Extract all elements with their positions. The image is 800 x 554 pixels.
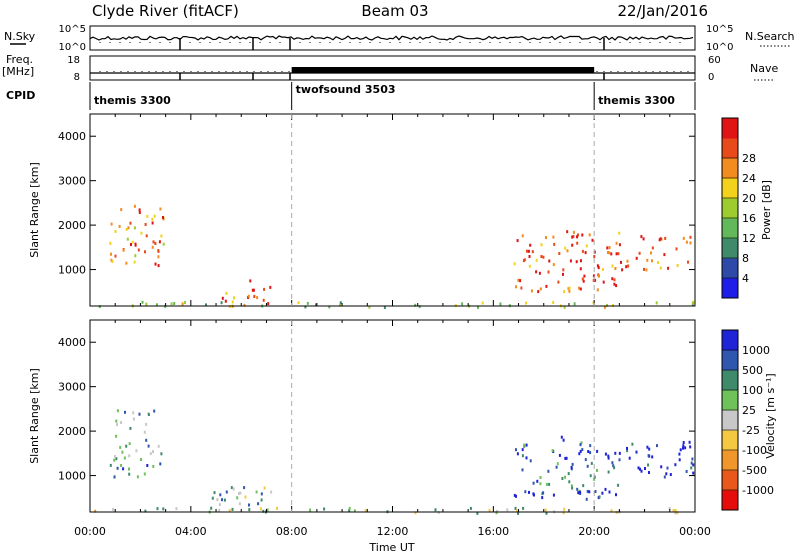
power-colorbar: 4 8 12 16 20 24 28	[721, 117, 756, 299]
nave-tick-bottom: 0	[708, 72, 714, 83]
freq-label: Freq.	[6, 53, 33, 66]
colorbar-tick-label: 20	[742, 192, 756, 205]
colorbar-tick-label: 1000	[742, 344, 770, 357]
velocity-ylabel: Slant Range [km]	[28, 368, 41, 464]
nsky-label: N.Sky	[4, 30, 36, 43]
freq-tick-top: 18	[67, 55, 80, 66]
power-axes: 1000 2000 3000 4000	[58, 114, 696, 306]
cpid-segment-label: themis 3300	[598, 94, 675, 107]
power-panel: 1000 2000 3000 4000 Slant Range [km] 4 8 12 16…	[28, 113, 773, 309]
colorbar-tick-label: 500	[742, 364, 763, 377]
nsearch-label: N.Search	[745, 30, 795, 43]
x-axis-label: Time UT	[368, 541, 414, 554]
nsearch-tick-top: 10^5	[706, 24, 733, 35]
velocity-axes: 1000 2000 3000 4000	[58, 320, 696, 512]
x-tick-label: 16:00	[477, 525, 509, 538]
cpid-label: CPID	[6, 89, 35, 102]
nsky-panel: N.Sky 10^5 10^0 10^5 10^0 N.Search	[4, 24, 795, 53]
colorbar-tick-label: 12	[742, 232, 756, 245]
nsky-trace	[89, 35, 694, 50]
cpid-segments: themis 3300 twofsound 3503 themis 3300	[94, 82, 675, 110]
y-tick-label: 1000	[58, 264, 86, 277]
colorbar-tick-label: -25	[742, 424, 760, 437]
velocity-data	[94, 409, 695, 515]
y-tick-label: 3000	[58, 381, 86, 394]
power-colorbar-label: Power [dB]	[760, 180, 773, 240]
colorbar-tick-label: -100	[742, 444, 767, 457]
freq-tick-bottom: 8	[74, 72, 80, 83]
x-tick-label: 00:00	[74, 525, 106, 538]
x-tick-label: 08:00	[276, 525, 308, 538]
x-tick-label: 00:00	[679, 525, 711, 538]
velocity-colorbar: -1000 -500 -100 -25 25 100 500 1000	[721, 329, 774, 511]
x-tick-label: 04:00	[175, 525, 207, 538]
colorbar-tick-label: 16	[742, 212, 756, 225]
y-tick-label: 3000	[58, 175, 86, 188]
nsky-tick-top: 10^5	[59, 24, 86, 35]
x-tick-label: 12:00	[377, 525, 409, 538]
nsearch-tick-bottom: 10^0	[706, 42, 733, 53]
beam-title: Beam 03	[361, 2, 428, 20]
date-title: 22/Jan/2016	[618, 2, 709, 20]
colorbar-tick-label: -1000	[742, 484, 774, 497]
x-tick-label: 20:00	[578, 525, 610, 538]
y-tick-label: 2000	[58, 425, 86, 438]
cpid-segment-label: themis 3300	[94, 94, 171, 107]
station-title: Clyde River (fitACF)	[92, 2, 239, 20]
colorbar-tick-label: 100	[742, 384, 763, 397]
colorbar-tick-label: 8	[742, 252, 749, 265]
freq-trace	[90, 67, 695, 80]
x-axis-ticks: 00:00 04:00 08:00 12:00 16:00 20:00 00:00	[74, 525, 711, 538]
nave-tick-top: 60	[708, 55, 721, 66]
power-ylabel: Slant Range [km]	[28, 162, 41, 258]
cpid-segment-label: twofsound 3503	[296, 83, 396, 96]
colorbar-tick-label: 4	[742, 272, 749, 285]
colorbar-tick-label: 24	[742, 172, 756, 185]
y-tick-label: 4000	[58, 130, 86, 143]
colorbar-tick-label: -500	[742, 464, 767, 477]
nsky-tick-bottom: 10^0	[59, 42, 86, 53]
power-data	[98, 204, 695, 309]
colorbar-tick-label: 25	[742, 404, 756, 417]
freq-panel: Freq. [MHz] 18 8 60 0 Nave	[2, 53, 778, 83]
y-tick-label: 2000	[58, 219, 86, 232]
freq-unit-label: [MHz]	[2, 65, 34, 78]
velocity-colorbar-label: Velocity [m s⁻¹]	[764, 373, 777, 458]
y-tick-label: 1000	[58, 470, 86, 483]
y-tick-label: 4000	[58, 336, 86, 349]
nave-label: Nave	[750, 62, 778, 75]
colorbar-tick-label: 28	[742, 152, 756, 165]
